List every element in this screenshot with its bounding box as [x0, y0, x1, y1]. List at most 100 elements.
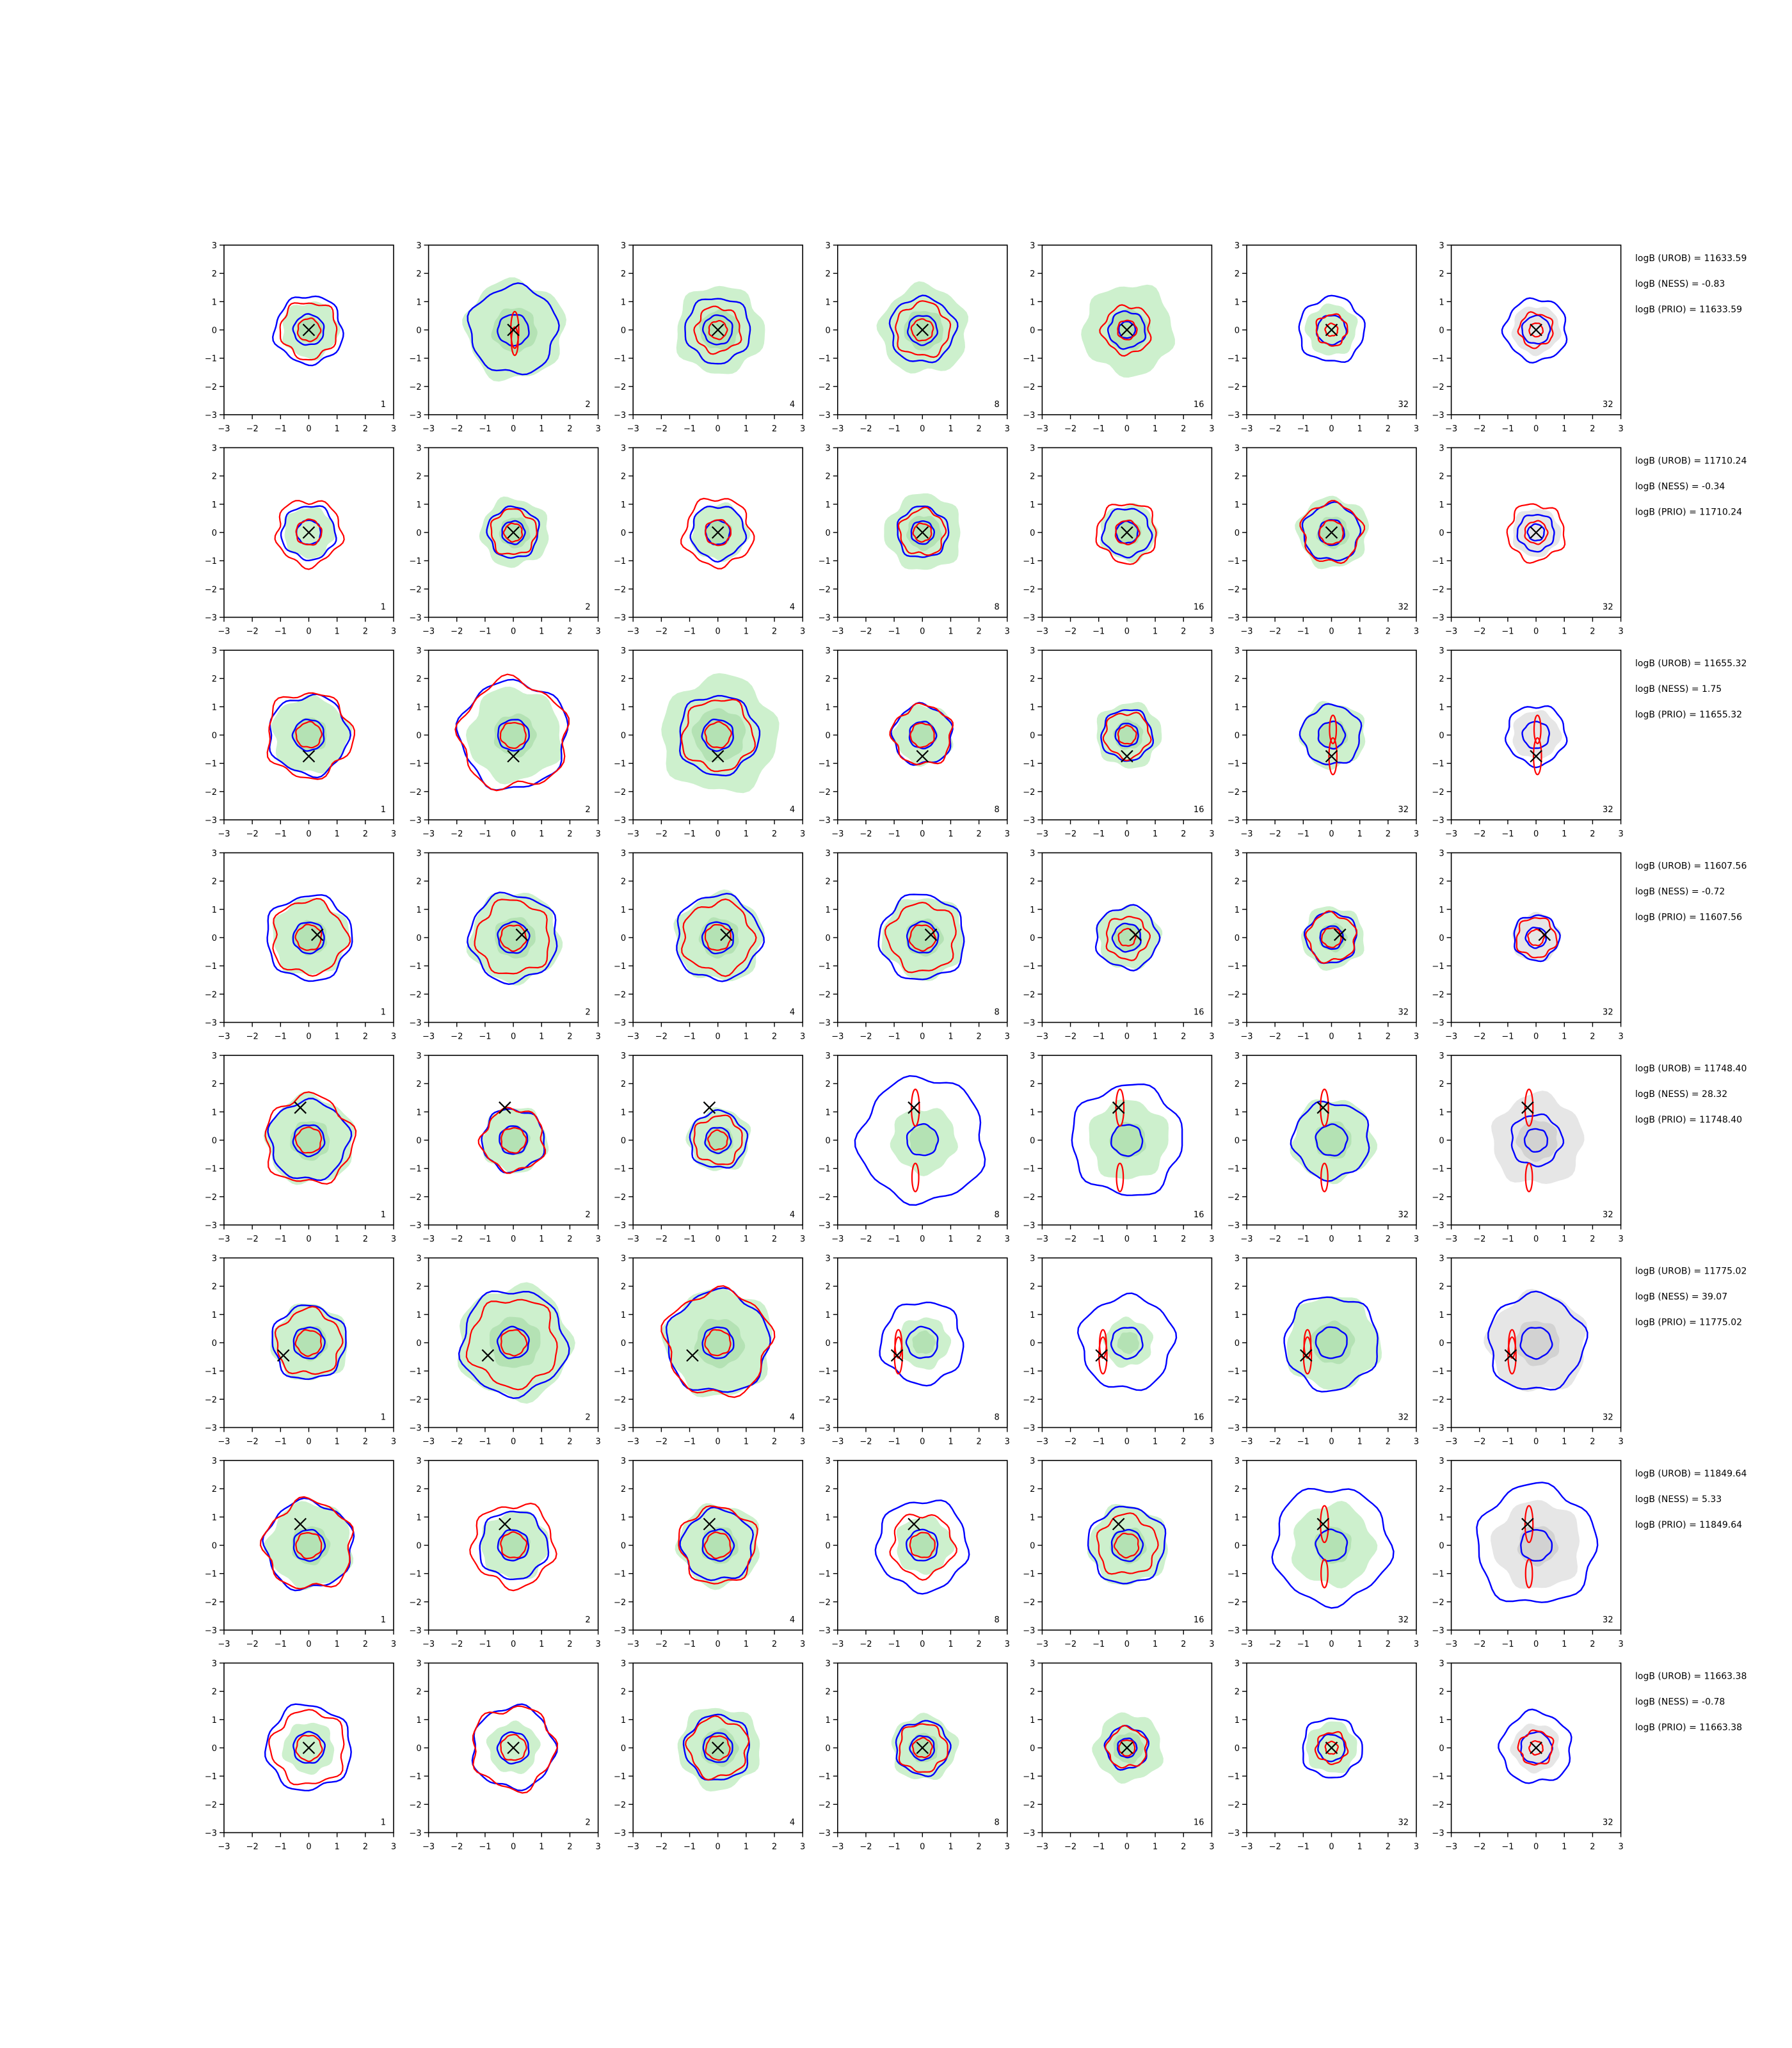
y-tick-label: −3	[409, 614, 421, 623]
panel-r4-c4: −3−3 −2 −2 −1 −1 0 0 1 1 2 2 3 3 8	[819, 849, 1010, 1042]
y-tick-label: 3	[1030, 1052, 1035, 1061]
y-tick-label: 3	[416, 1254, 421, 1264]
panel-label: 32	[1398, 400, 1409, 410]
y-tick-label: −2	[819, 383, 831, 392]
x-tick-label: −3	[218, 424, 230, 434]
contour-blue-outer	[1100, 709, 1155, 762]
y-tick-label: −1	[1023, 355, 1035, 364]
panel-label: 16	[1194, 1008, 1204, 1018]
panel-label: 32	[1603, 1818, 1613, 1828]
x-tick-label: −3	[218, 1032, 230, 1042]
y-tick-label: 1	[1030, 703, 1035, 712]
x-tick-label: 3	[1618, 424, 1623, 434]
contour-red-outer	[477, 1107, 547, 1174]
x-tick-label: 1	[1153, 1032, 1158, 1042]
y-tick-label: 2	[826, 675, 831, 684]
x-tick-label: −3	[1036, 1437, 1048, 1447]
x-tick-label: −3	[422, 1843, 435, 1852]
x-tick-label: 1	[744, 829, 749, 839]
x-tick-label: 1	[1153, 627, 1158, 637]
panel-label: 4	[790, 1413, 795, 1423]
contour-red-inner	[910, 318, 934, 342]
y-tick-label: 1	[621, 1513, 626, 1523]
x-tick-label: 1	[744, 1235, 749, 1244]
y-tick-label: −2	[614, 1395, 626, 1405]
x-tick-label: 0	[511, 1235, 516, 1244]
x-tick-label: 3	[1618, 627, 1623, 637]
x-tick-label: −1	[479, 1235, 491, 1244]
y-tick-label: −1	[409, 962, 421, 972]
y-tick-label: 3	[1439, 1052, 1444, 1061]
x-tick-label: 1	[539, 627, 544, 637]
x-tick-label: −3	[627, 627, 639, 637]
x-tick-label: −2	[451, 424, 463, 434]
contour-blue-inner	[1315, 1123, 1348, 1157]
x-tick-label: −2	[1473, 424, 1485, 434]
x-tick-label: 0	[1329, 1437, 1334, 1447]
contour-red-outer	[680, 698, 756, 772]
x-tick-label: 1	[948, 1032, 953, 1042]
y-tick-label: 2	[1439, 1688, 1444, 1697]
y-tick-label: −3	[1432, 1019, 1444, 1028]
y-tick-label: 2	[212, 675, 217, 684]
contour-red-mode	[1098, 1329, 1107, 1359]
y-tick-label: −3	[1432, 411, 1444, 420]
y-tick-label: −2	[1228, 1395, 1240, 1405]
contour-blue-inner	[497, 920, 531, 954]
contour-blue-inner	[1520, 1529, 1553, 1562]
x-tick-label: 0	[1533, 1032, 1539, 1042]
row-annotation: logB (UROB) = 11633.59	[1635, 253, 1747, 264]
contour-blue-inner	[1114, 723, 1139, 748]
x-tick-label: −1	[1501, 1032, 1514, 1042]
contour-red-outer	[266, 692, 356, 780]
y-tick-label: 0	[1030, 934, 1035, 943]
x-tick-label: −3	[831, 1235, 844, 1244]
x-tick-label: 1	[1153, 1437, 1158, 1447]
x-tick-label: 3	[1005, 424, 1010, 434]
x-tick-label: 0	[511, 627, 516, 637]
x-tick-label: 1	[948, 424, 953, 434]
contour-red-mode	[1533, 737, 1542, 776]
panel-label: 1	[381, 1008, 386, 1018]
y-tick-label: −2	[614, 788, 626, 797]
y-tick-label: −2	[1023, 383, 1035, 392]
x-tick-label: −3	[831, 829, 844, 839]
x-tick-label: 1	[1153, 1235, 1158, 1244]
row-annotation: logB (NESS) = 39.07	[1635, 1292, 1727, 1302]
y-tick-label: 2	[212, 1485, 217, 1494]
x-tick-label: −3	[218, 627, 230, 637]
x-tick-label: 2	[1386, 1640, 1391, 1649]
density-fill-inner	[691, 708, 746, 762]
row-annotation: logB (NESS) = -0.78	[1635, 1697, 1725, 1708]
x-tick-label: −2	[1269, 1437, 1281, 1447]
true-value-marker	[1325, 1741, 1338, 1754]
y-tick-label: 3	[826, 1660, 831, 1669]
contour-blue-inner	[701, 314, 733, 346]
panel-label: 4	[790, 1615, 795, 1625]
panel-r5-c4: −3−3 −2 −2 −1 −1 0 0 1 1 2 2 3 3 8	[819, 1052, 1010, 1244]
y-tick-label: 0	[826, 934, 831, 943]
x-tick-label: 0	[1124, 1437, 1130, 1447]
y-tick-label: −3	[1432, 1424, 1444, 1434]
contour-blue-outer	[1510, 1113, 1565, 1167]
y-tick-label: −2	[409, 1598, 421, 1608]
x-tick-label: 3	[1005, 829, 1010, 839]
y-tick-label: −2	[614, 585, 626, 595]
y-tick-label: 2	[826, 1283, 831, 1292]
y-tick-label: 0	[826, 732, 831, 741]
y-tick-label: 3	[1030, 1660, 1035, 1669]
y-tick-label: 1	[212, 906, 217, 915]
x-tick-label: 3	[1209, 1843, 1214, 1852]
x-tick-label: −1	[888, 1235, 900, 1244]
contour-blue-inner	[1524, 926, 1547, 949]
x-tick-label: 1	[948, 1843, 953, 1852]
contour-blue-inner	[1520, 1731, 1553, 1764]
x-tick-label: −1	[1092, 1843, 1105, 1852]
x-tick-label: −1	[1501, 1843, 1514, 1852]
contour-red-outer	[472, 1705, 559, 1794]
panel-r7-c3: −3−3 −2 −2 −1 −1 0 0 1 1 2 2 3 3 4	[614, 1457, 805, 1649]
row-annotation: logB (NESS) = 28.32	[1635, 1089, 1727, 1100]
x-tick-label: 0	[1533, 1843, 1539, 1852]
y-tick-label: 3	[621, 1052, 626, 1061]
